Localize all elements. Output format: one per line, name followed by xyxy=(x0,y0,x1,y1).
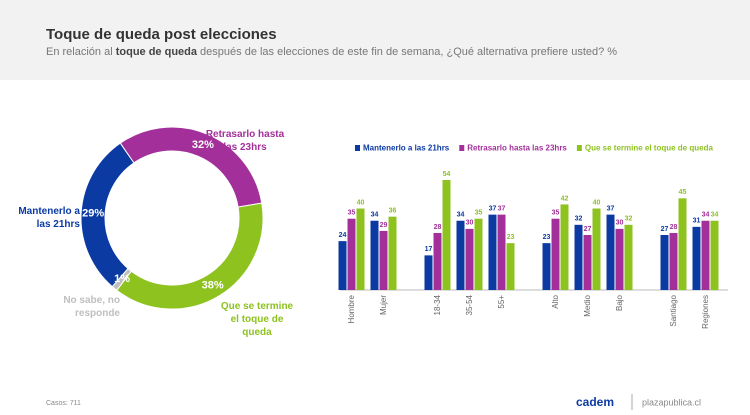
bar xyxy=(338,241,347,290)
data-label: 36 xyxy=(389,208,397,215)
bar xyxy=(388,216,397,290)
bar xyxy=(574,224,583,290)
data-label: 24 xyxy=(339,232,347,239)
data-label: 35 xyxy=(475,210,483,217)
data-label: 45 xyxy=(679,189,687,196)
bar xyxy=(551,218,560,290)
data-label: 37 xyxy=(489,205,497,212)
bar xyxy=(433,232,442,290)
legend-swatch xyxy=(576,145,582,151)
data-label: 34 xyxy=(711,212,719,219)
x-tick-label: Medio xyxy=(583,294,592,316)
data-label: 32 xyxy=(625,216,633,223)
title: Toque de queda post elecciones xyxy=(46,26,277,43)
x-tick-label: Regiones xyxy=(701,295,710,329)
data-label: 17 xyxy=(425,246,433,253)
brand: cadem xyxy=(576,395,614,409)
data-label: 37 xyxy=(498,205,506,212)
bar xyxy=(624,224,633,290)
bar xyxy=(701,220,710,290)
header-band xyxy=(0,0,750,80)
data-label: 32 xyxy=(575,216,583,223)
slice-label: 1% xyxy=(114,273,130,285)
bar xyxy=(488,214,497,290)
category-label: No sabe, no responde xyxy=(63,295,120,319)
bar xyxy=(660,235,669,290)
data-label: 34 xyxy=(371,212,379,219)
donut-slice xyxy=(111,267,133,291)
x-tick-label: Hombre xyxy=(347,294,356,323)
subtitle-part: En relación al xyxy=(46,46,116,58)
data-label: 27 xyxy=(661,226,669,233)
legend-label: Retrasarlo hasta las 23hrs xyxy=(467,144,567,153)
data-label: 34 xyxy=(457,212,465,219)
category-label: Mantenerlo a las 21hrs xyxy=(18,206,80,230)
bar xyxy=(506,243,515,290)
bar xyxy=(692,226,701,290)
bar xyxy=(424,255,433,290)
legend-label: Que se termine el toque de queda xyxy=(585,144,714,153)
bar xyxy=(347,218,356,290)
data-label: 35 xyxy=(348,210,356,217)
legend-swatch xyxy=(459,145,465,151)
site: plazapublica.cl xyxy=(642,397,701,407)
bar xyxy=(542,243,551,290)
bar xyxy=(669,232,678,290)
bar xyxy=(592,208,601,290)
data-label: 35 xyxy=(552,210,560,217)
bar xyxy=(442,180,451,290)
data-label: 40 xyxy=(593,199,601,206)
legend-swatch xyxy=(355,145,360,151)
bar xyxy=(606,214,615,290)
data-label: 42 xyxy=(561,195,569,202)
bar xyxy=(710,220,719,290)
slice-label: 38% xyxy=(202,280,224,292)
bar xyxy=(583,235,592,290)
bar xyxy=(497,214,506,290)
bar xyxy=(615,228,624,290)
x-tick-label: Mujer xyxy=(379,295,388,315)
category-label: Que se termine el toque de queda xyxy=(220,301,294,338)
bar xyxy=(560,204,569,290)
cases: Casos: 711 xyxy=(46,400,81,407)
data-label: 34 xyxy=(702,212,710,219)
data-label: 30 xyxy=(616,220,624,227)
bar xyxy=(356,208,365,290)
data-label: 23 xyxy=(543,234,551,241)
subtitle-part: después de las elecciones de este fin de… xyxy=(197,46,617,58)
data-label: 28 xyxy=(670,224,678,231)
bar xyxy=(474,218,483,290)
category-label: Retrasarlo hasta las 23hrs xyxy=(205,129,285,153)
slice-label: 32% xyxy=(192,139,214,151)
legend-label: Mantenerlo a las 21hrs xyxy=(363,144,450,153)
data-label: 27 xyxy=(584,226,592,233)
x-tick-label: Bajo xyxy=(615,294,624,311)
x-tick-label: 35-54 xyxy=(465,294,474,315)
data-label: 54 xyxy=(443,171,451,178)
data-label: 40 xyxy=(357,199,365,206)
data-label: 30 xyxy=(466,220,474,227)
slice-label: 29% xyxy=(82,207,104,219)
x-tick-label: Alto xyxy=(551,294,560,308)
data-label: 31 xyxy=(693,218,701,225)
bar xyxy=(379,230,388,290)
bar xyxy=(370,220,379,290)
subtitle: En relación al toque de queda después de… xyxy=(46,46,617,58)
x-tick-label: 18-34 xyxy=(433,294,442,315)
data-label: 23 xyxy=(507,234,515,241)
bar xyxy=(456,220,465,290)
donut-slice xyxy=(116,202,264,310)
bar xyxy=(678,198,687,290)
subtitle-bold: toque de queda xyxy=(116,46,198,58)
data-label: 37 xyxy=(607,205,615,212)
bar xyxy=(465,228,474,290)
x-tick-label: Santiago xyxy=(669,294,678,326)
x-tick-label: 55+ xyxy=(497,295,506,309)
data-label: 28 xyxy=(434,224,442,231)
data-label: 29 xyxy=(380,222,388,229)
